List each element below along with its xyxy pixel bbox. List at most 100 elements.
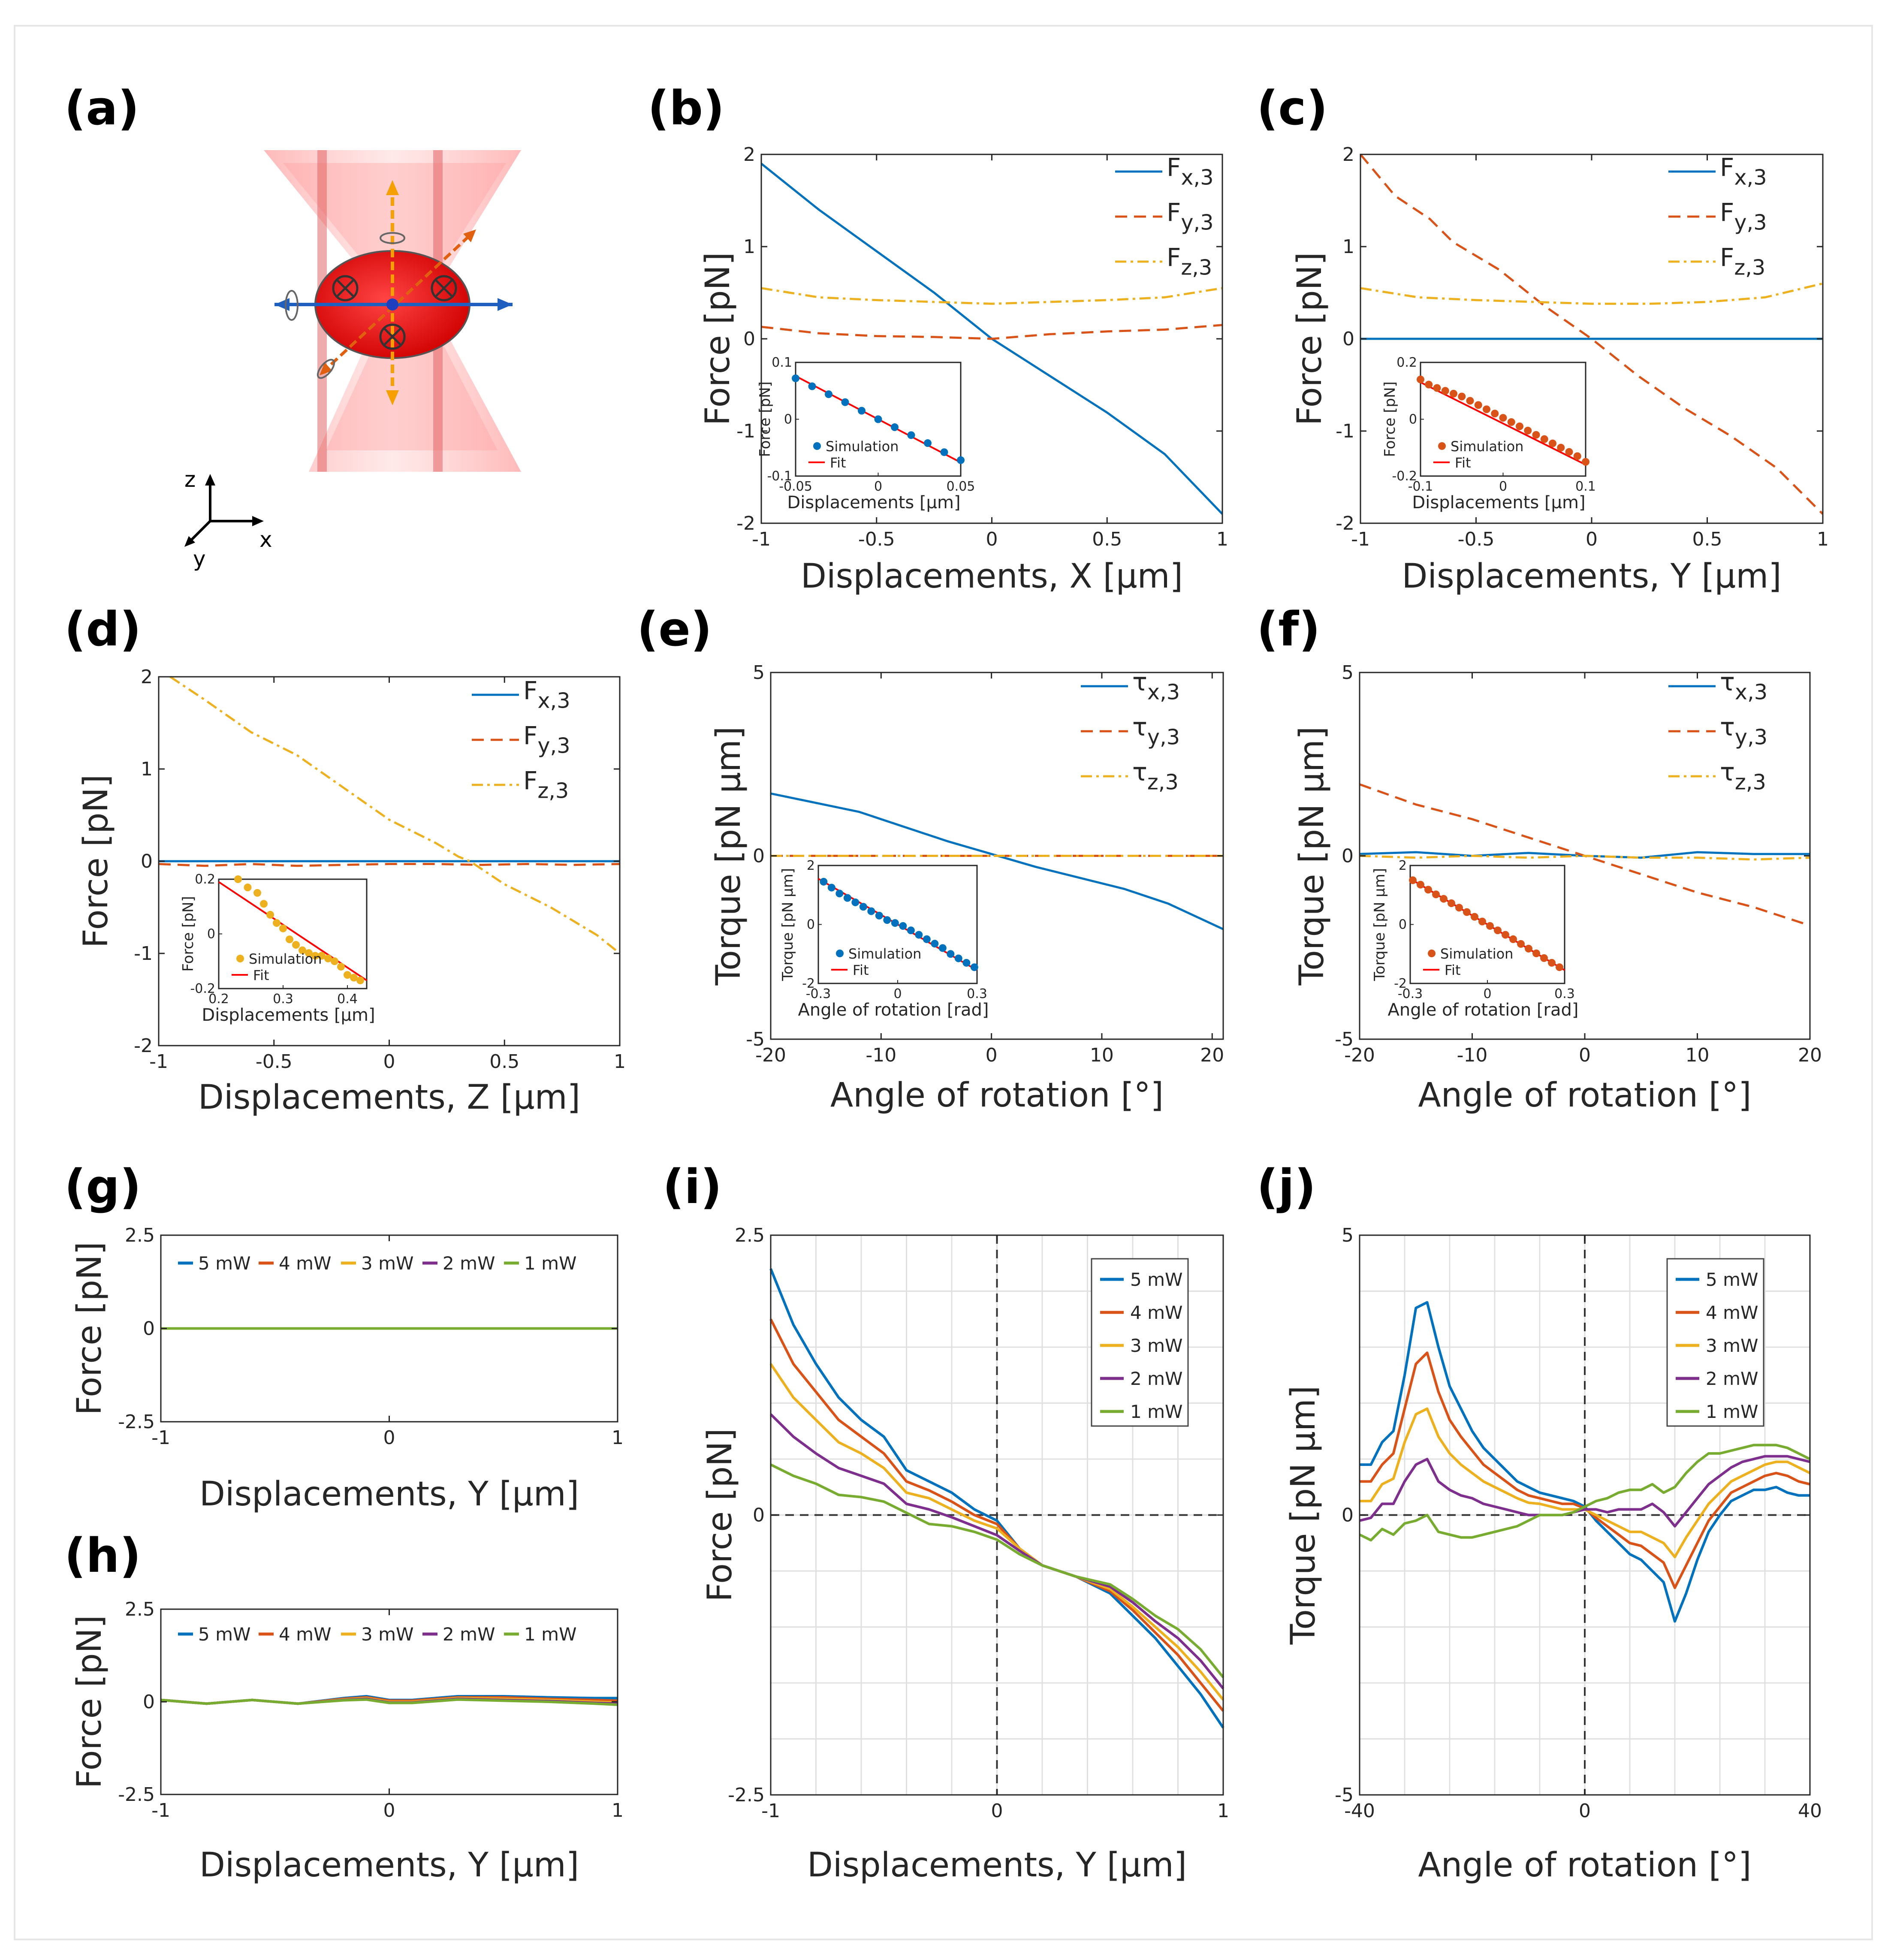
legend-entry: 2 mW: [1706, 1368, 1758, 1389]
x-tick-label: -20: [755, 1044, 786, 1066]
series-line-b-2: [761, 287, 1223, 305]
x-tick-label: 0: [1586, 528, 1598, 550]
rotation-arrow-icon: [285, 232, 405, 379]
legend-entry: 5 mW: [1706, 1269, 1758, 1290]
inset-sim-point: [1448, 899, 1455, 907]
inset-y-tick-label: 0: [807, 917, 815, 932]
inset-legend-entry: Simulation: [1451, 438, 1523, 455]
legend-entry: 3 mW: [361, 1624, 414, 1645]
y-tick-label: -2: [134, 1035, 153, 1057]
inset-sim-point: [874, 415, 882, 423]
x-tick-label: 40: [1798, 1800, 1822, 1822]
inset-sim-point: [1478, 917, 1486, 926]
inset-sim-point: [954, 954, 962, 962]
inset-fit-line: [1420, 381, 1586, 466]
into-page-icon: [332, 275, 457, 350]
series-line-i-2: [769, 1363, 1224, 1701]
inset-sim-point: [1524, 427, 1532, 434]
chart-panel-h: (h) -1 0 1 -2.5 0 2.5 Displacements, Y [μm] Forc…: [64, 1528, 624, 1885]
x-axis-label: Displacements, Y [μm]: [1402, 557, 1781, 596]
y-tick-label: 0: [753, 845, 765, 867]
inset-x-tick-label: 0.3: [1554, 986, 1575, 1001]
x-tick-label: -10: [1457, 1044, 1488, 1066]
legend-entry: 2 mW: [443, 1624, 495, 1645]
y-axis-label: Force [pN]: [701, 1428, 739, 1602]
panel-label-b: (b): [648, 81, 724, 136]
inset-plot-f: -0.3 0 0.3 -2 0 2 Angle of rotation [rad] Torqu…: [1371, 858, 1578, 1020]
inset-sim-point: [1409, 876, 1417, 884]
x-tick-label: 0: [383, 1051, 395, 1073]
inset-sim-point: [1573, 452, 1581, 460]
coordinate-axes-icon: [184, 474, 264, 547]
panel-label-j: (j): [1257, 1159, 1316, 1214]
inset-sim-point: [253, 889, 261, 897]
x-tick-label: -1: [151, 1427, 170, 1449]
inset-sim-point: [827, 884, 835, 892]
x-tick-label: 20: [1200, 1044, 1224, 1066]
inset-sim-point: [940, 448, 948, 456]
x-tick-label: -1: [761, 1800, 780, 1822]
legend-entry: 2 mW: [1130, 1368, 1183, 1389]
inset-x-tick-label: 0: [1499, 479, 1507, 494]
x-tick-label: -0.5: [858, 528, 895, 550]
inset-sim-point: [843, 894, 851, 902]
inset-y-tick-label: -0.2: [1392, 469, 1417, 484]
y-tick-label: -2.5: [728, 1784, 765, 1806]
inset-sim-point: [1509, 935, 1517, 943]
x-tick-label: 10: [1686, 1044, 1710, 1066]
x-tick-label: -20: [1344, 1044, 1375, 1066]
inset-sim-point: [1549, 439, 1556, 447]
y-tick-label: 2: [141, 666, 153, 688]
particle-center: [386, 299, 398, 311]
inset-y-axis-label: Torque [pN μm]: [1371, 868, 1388, 981]
x-tick-label: -40: [1344, 1800, 1375, 1822]
inset-sim-point: [1548, 959, 1556, 967]
series-line-i-1: [769, 1318, 1224, 1712]
legend-entry: Fx,3: [523, 676, 570, 713]
y-tick-label: 2.5: [735, 1224, 765, 1246]
y-tick-label: -5: [1335, 1028, 1354, 1050]
series-line-f-2: [1359, 855, 1810, 861]
x-tick-label: -1: [1351, 528, 1370, 550]
panel-a-illustration: (a): [64, 81, 521, 571]
y-axis-label: Force [pN]: [1291, 252, 1329, 426]
inset-legend-entry: Simulation: [1440, 946, 1513, 962]
inset-sim-point: [962, 959, 971, 967]
inset-y-tick-label: -0.1: [767, 469, 792, 484]
x-tick-label: 10: [1090, 1044, 1114, 1066]
x-axis-label: Displacements, Y [μm]: [807, 1846, 1187, 1885]
inset-legend-entry: Fit: [1455, 455, 1471, 471]
y-axis-label: Force [pN]: [699, 252, 737, 426]
x-axis-label: Angle of rotation [°]: [830, 1076, 1164, 1115]
inset-legend-entry: Simulation: [826, 438, 899, 455]
inset-y-tick-label: 0: [784, 412, 792, 427]
inset-x-axis-label: Displacements [μm]: [202, 1005, 375, 1025]
y-tick-label: 2: [1342, 144, 1354, 166]
x-tick-label: 1: [612, 1427, 624, 1449]
y-tick-label: 5: [1342, 1224, 1354, 1246]
y-tick-label: 0: [1342, 1505, 1354, 1526]
y-tick-label: 5: [1342, 662, 1354, 684]
inset-x-tick-label: -0.1: [1408, 479, 1433, 494]
panel-label-e: (e): [637, 602, 712, 657]
inset-y-tick-label: 0: [207, 927, 215, 942]
inset-sim-point: [851, 898, 860, 906]
panel-label-h: (h): [64, 1528, 141, 1583]
inset-y-tick-label: 0: [1399, 917, 1407, 932]
inset-y-axis-label: Force [pN]: [180, 896, 197, 971]
series-line-i-3: [769, 1413, 1224, 1689]
y-tick-label: -1: [1336, 420, 1354, 442]
axis-label-z: z: [184, 467, 196, 492]
y-axis-label: Force [pN]: [77, 775, 115, 948]
inset-x-tick-label: 0.3: [967, 986, 987, 1001]
inset-sim-point: [957, 456, 965, 464]
y-tick-label: -1: [736, 420, 755, 442]
inset-legend-entry: Simulation: [848, 946, 921, 962]
inset-sim-point: [1483, 405, 1490, 413]
series-line-d-2: [169, 675, 621, 954]
inset-y-tick-label: 0: [1409, 412, 1417, 427]
